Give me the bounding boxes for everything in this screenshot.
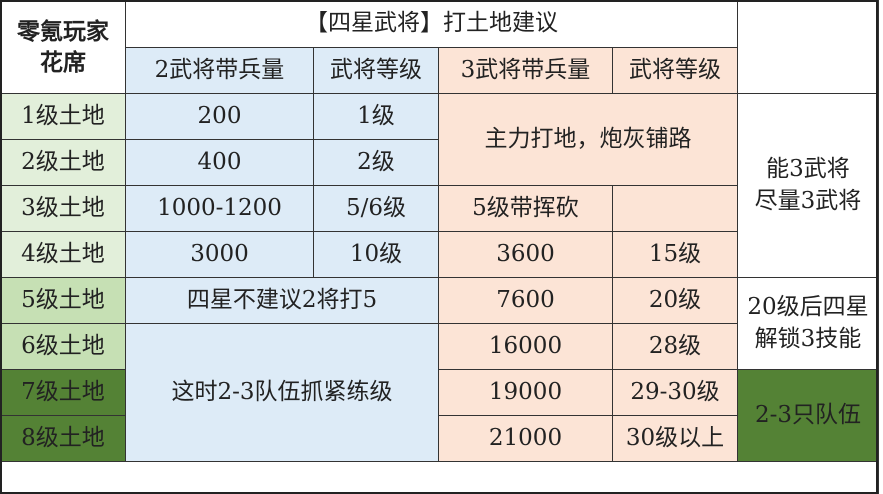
row-label: 7级土地	[0, 369, 126, 416]
row-label: 6级土地	[0, 323, 126, 370]
row-label: 5级土地	[0, 277, 126, 324]
table-cell: 能3武将 尽量3武将	[737, 93, 879, 278]
table-cell: 20级后四星 解锁3技能	[737, 277, 879, 370]
table-cell: 2级	[313, 139, 439, 186]
table-cell: 10级	[313, 231, 439, 278]
table-cell: 主力打地，炮灰铺路	[438, 93, 738, 186]
row-label: 4级土地	[0, 231, 126, 278]
corner-cell: 零氪玩家 花席	[0, 0, 126, 94]
blank-cell	[612, 185, 738, 232]
table-cell: 400	[125, 139, 314, 186]
table-cell: 5级带挥砍	[438, 185, 613, 232]
column-header: 武将等级	[612, 47, 738, 94]
table-cell: 3600	[438, 231, 613, 278]
row-label: 3级土地	[0, 185, 126, 232]
table-cell: 19000	[438, 369, 613, 416]
row-label: 8级土地	[0, 415, 126, 462]
blank-row	[0, 461, 879, 494]
column-header: 3武将带兵量	[438, 47, 613, 94]
table-cell: 16000	[438, 323, 613, 370]
column-header: 武将等级	[313, 47, 439, 94]
table-title: 【四星武将】打土地建议	[125, 0, 738, 48]
table-cell: 20级	[612, 277, 738, 324]
table-cell: 29-30级	[612, 369, 738, 416]
table-cell: 四星不建议2将打5	[125, 277, 439, 324]
table-cell: 1000-1200	[125, 185, 314, 232]
row-label: 1级土地	[0, 93, 126, 140]
column-header: 2武将带兵量	[125, 47, 314, 94]
row-label: 2级土地	[0, 139, 126, 186]
table-cell: 7600	[438, 277, 613, 324]
table-cell: 200	[125, 93, 314, 140]
table-cell: 2-3只队伍	[737, 369, 879, 462]
table-cell: 5/6级	[313, 185, 439, 232]
blank-cell	[737, 0, 879, 94]
table-cell: 1级	[313, 93, 439, 140]
table-cell: 3000	[125, 231, 314, 278]
table-cell: 15级	[612, 231, 738, 278]
table-cell: 28级	[612, 323, 738, 370]
table-cell: 21000	[438, 415, 613, 462]
table-cell: 这时2-3队伍抓紧练级	[125, 323, 439, 462]
table-cell: 30级以上	[612, 415, 738, 462]
